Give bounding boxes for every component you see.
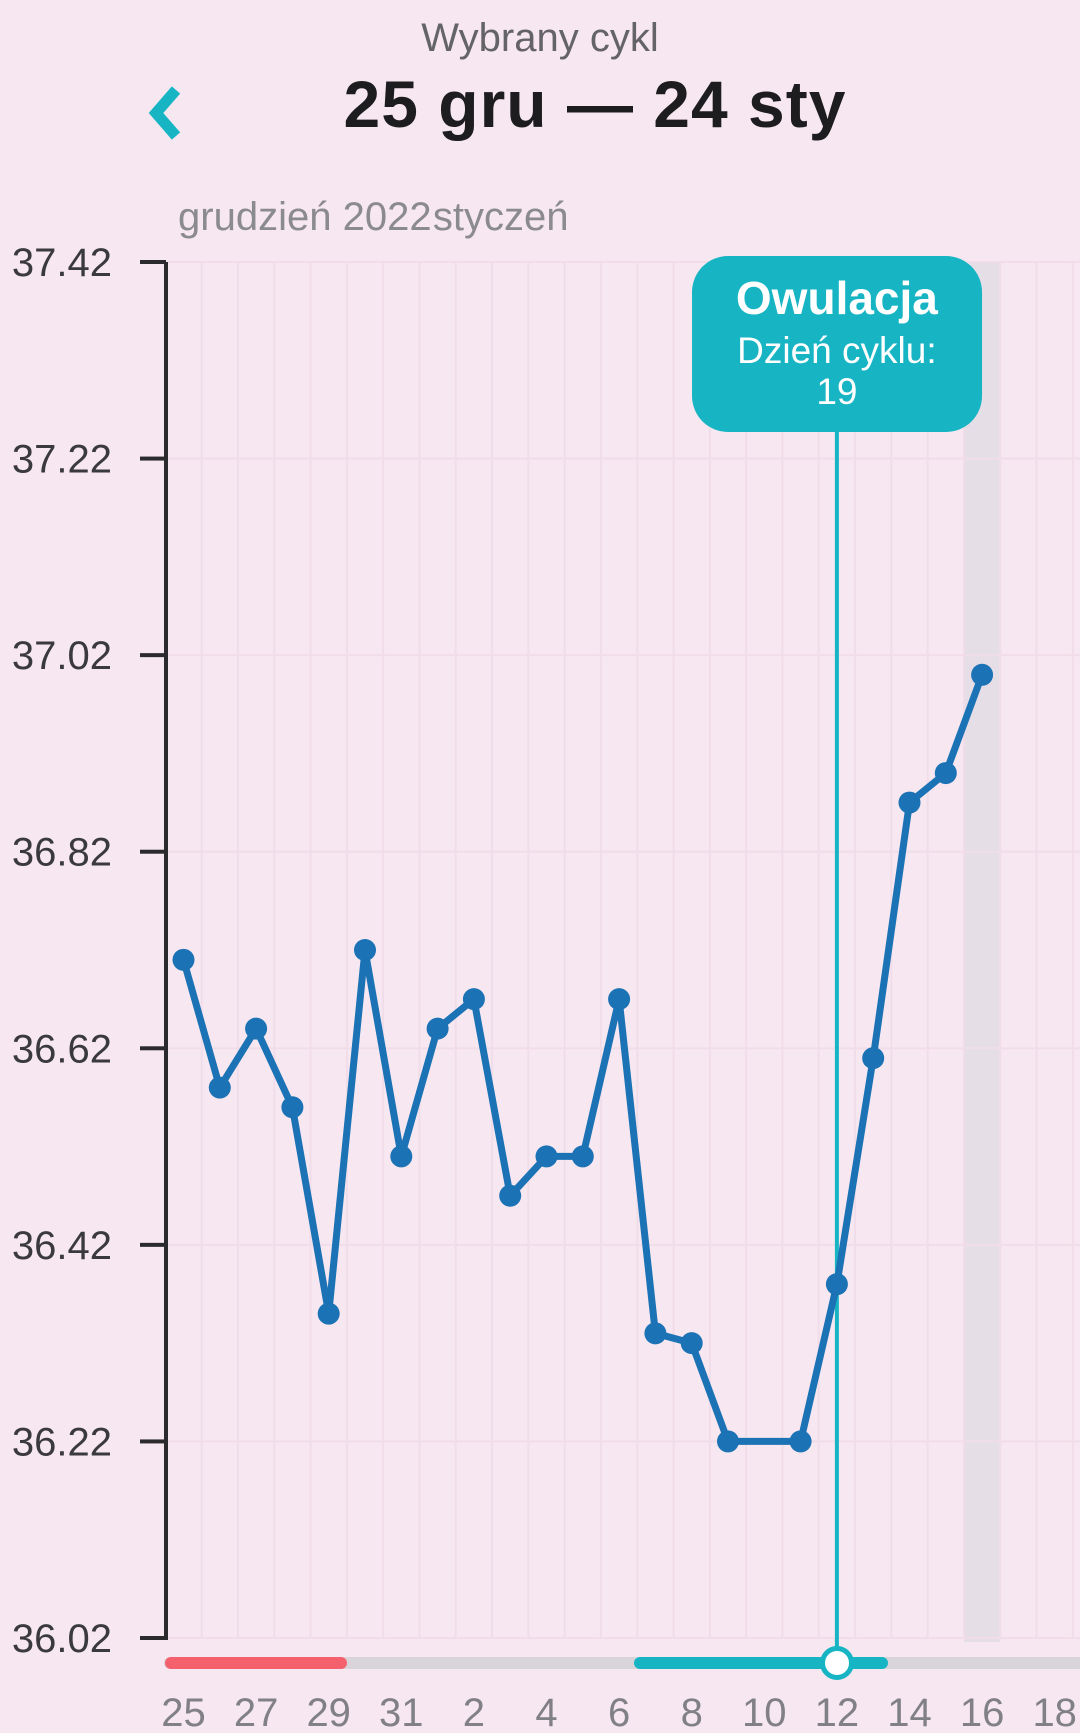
temperature-line <box>180 671 986 1445</box>
ovulation-tooltip: Owulacja Dzień cyklu: 19 <box>691 256 982 433</box>
y-axis-tick <box>140 456 166 461</box>
data-point[interactable] <box>172 948 195 971</box>
month-label: grudzień 2022 <box>178 195 432 239</box>
x-axis-label: 2 <box>463 1691 485 1733</box>
y-axis-label: 36.62 <box>12 1027 112 1071</box>
data-point[interactable] <box>281 1096 304 1119</box>
data-point[interactable] <box>934 762 957 785</box>
x-axis-label: 27 <box>234 1691 279 1733</box>
x-axis-label: 18 <box>1032 1691 1077 1733</box>
data-point[interactable] <box>608 988 631 1011</box>
x-axis-label: 14 <box>887 1691 932 1733</box>
data-point[interactable] <box>571 1145 594 1168</box>
data-point[interactable] <box>317 1302 340 1325</box>
y-axis-label: 37.02 <box>12 634 112 678</box>
y-axis-line <box>164 262 168 1640</box>
back-button[interactable] <box>138 80 194 144</box>
chevron-left-icon <box>148 86 181 140</box>
x-axis-label: 10 <box>742 1691 787 1733</box>
data-point[interactable] <box>426 1017 449 1040</box>
y-axis-label: 36.42 <box>12 1224 112 1268</box>
y-axis-tick <box>140 1439 166 1444</box>
y-axis-label: 37.22 <box>12 438 112 482</box>
y-axis-label: 36.82 <box>12 831 112 875</box>
data-point[interactable] <box>208 1076 231 1099</box>
y-axis-tick <box>140 653 166 658</box>
data-point[interactable] <box>499 1184 522 1207</box>
x-axis-label: 4 <box>535 1691 557 1733</box>
x-axis-label: 29 <box>306 1691 351 1733</box>
y-axis-label: 36.22 <box>12 1420 112 1464</box>
data-point[interactable] <box>898 791 921 814</box>
data-point[interactable] <box>462 988 485 1011</box>
ovulation-slider-knob[interactable] <box>819 1646 854 1680</box>
data-point[interactable] <box>825 1273 848 1296</box>
x-axis-label: 25 <box>161 1691 206 1733</box>
data-point[interactable] <box>644 1322 667 1345</box>
month-label: styczeń <box>433 195 569 239</box>
data-point[interactable] <box>680 1332 703 1355</box>
today-band <box>963 262 1001 1642</box>
x-axis-label: 6 <box>608 1691 630 1733</box>
screen-subtitle: Wybrany cykl <box>421 16 659 60</box>
y-axis-tick <box>140 1242 166 1247</box>
data-point[interactable] <box>535 1145 558 1168</box>
ovulation-tooltip-title: Owulacja <box>735 272 938 324</box>
data-point[interactable] <box>789 1430 812 1453</box>
y-axis-tick <box>140 849 166 854</box>
x-axis-label: 16 <box>960 1691 1005 1733</box>
data-point[interactable] <box>862 1047 885 1070</box>
y-axis-tick <box>140 260 166 264</box>
data-point[interactable] <box>971 663 994 686</box>
x-axis-label: 8 <box>681 1691 703 1733</box>
data-point[interactable] <box>354 939 376 961</box>
data-point[interactable] <box>390 1145 413 1168</box>
data-point[interactable] <box>717 1430 739 1453</box>
y-axis-tick <box>140 1046 166 1051</box>
x-axis-label: 31 <box>379 1691 424 1733</box>
y-axis-tick <box>140 1636 166 1640</box>
y-axis-label: 37.42 <box>12 241 112 285</box>
ovulation-tooltip-cycle-day: Dzień cyklu: 19 <box>737 329 937 412</box>
cycle-date-range-title: 25 gru — 24 sty <box>343 67 847 141</box>
y-axis-label: 36.02 <box>12 1617 112 1661</box>
x-axis-label: 12 <box>815 1691 860 1733</box>
period-segment <box>165 1657 347 1669</box>
data-point[interactable] <box>245 1017 268 1040</box>
